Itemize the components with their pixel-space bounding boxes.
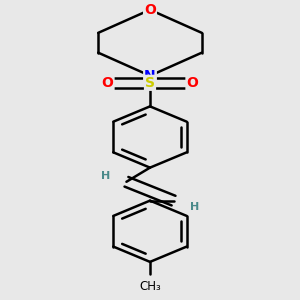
Text: O: O	[187, 76, 198, 90]
Text: O: O	[102, 76, 113, 90]
Text: CH₃: CH₃	[139, 280, 161, 292]
Text: N: N	[144, 69, 156, 83]
Text: H: H	[190, 202, 200, 212]
Text: O: O	[144, 3, 156, 17]
Text: H: H	[100, 171, 110, 181]
Text: S: S	[145, 76, 155, 90]
